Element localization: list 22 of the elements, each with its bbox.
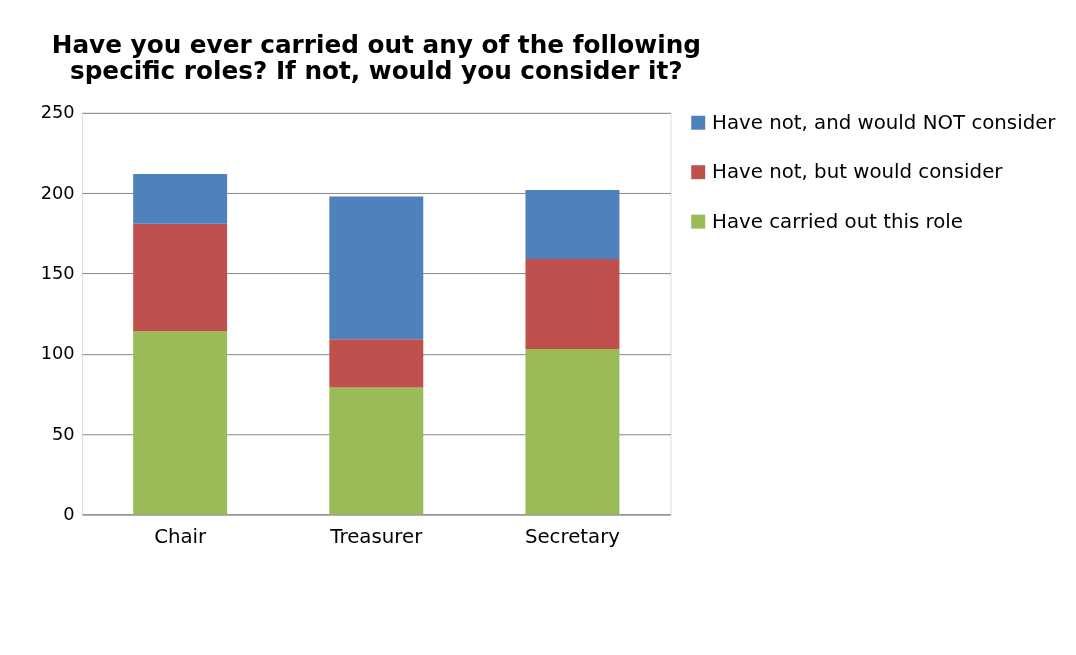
x-tick-label: Chair	[154, 524, 208, 548]
bar	[329, 339, 424, 388]
y-tick-label: 100	[40, 342, 75, 364]
y-tick-label: 150	[40, 261, 75, 283]
y-tick-label: 200	[40, 181, 75, 203]
bar	[525, 189, 620, 260]
legend-label: Have carried out this role	[712, 209, 963, 233]
legend-label: Have not, and would NOT consider	[712, 110, 1057, 134]
y-tick-label: 50	[52, 422, 75, 444]
x-tick-label: Treasurer	[329, 524, 424, 548]
legend-label: Have not, but would consider	[712, 160, 1004, 184]
bar	[329, 196, 424, 340]
bar	[525, 348, 620, 515]
bar	[133, 223, 228, 332]
x-tick-label: Secretary	[524, 524, 621, 548]
bar	[525, 259, 620, 349]
bar	[133, 173, 228, 224]
y-tick-label: 0	[63, 502, 75, 524]
bar	[133, 331, 228, 515]
y-tick-label: 250	[40, 101, 75, 123]
bar	[329, 387, 424, 515]
chart-title: Have you ever carried out any of the following specific roles? If not, would you consider it?	[51, 29, 701, 86]
